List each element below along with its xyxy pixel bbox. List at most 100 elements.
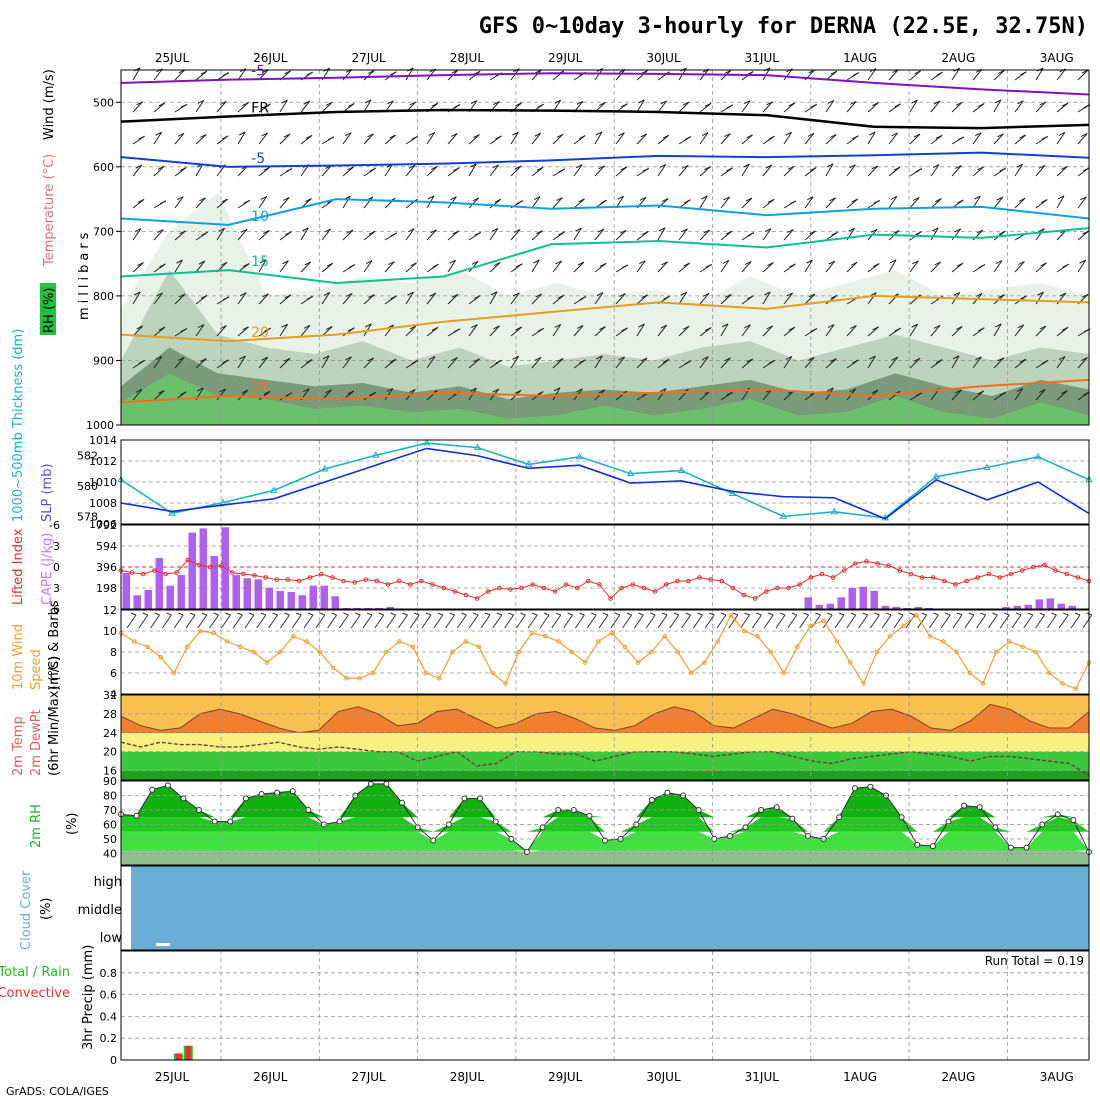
wind-barb [573,164,583,177]
wind-barb [741,100,751,113]
wind-barb [699,390,711,401]
wind-barb-flag [936,71,943,76]
wind-barb-flag [222,135,229,140]
wind-barb [699,166,711,177]
isotherm-line [120,198,1090,226]
lifted-point [485,589,491,594]
wind-barb [552,324,562,337]
wind-barb [384,358,397,369]
cloud-units-label: (%) [39,898,54,921]
wind-barb [279,357,291,369]
wind10m-axis-label-3: (m/s) & Barbs [47,600,62,690]
lifted-point [140,571,146,577]
surface-wind-barb [692,614,703,629]
upper-air-panel: -5 FR -5 10 15 20 25 500 600 700 800 900 1000 RH (%… [40,64,1091,432]
rh-tick-label: 70 [103,804,117,817]
wind-barb [846,325,857,337]
wind-barb [153,356,163,369]
cape-bar [892,606,900,609]
wind-barb [174,259,183,273]
wind-barb [468,197,480,209]
cape-bar [166,585,174,609]
thickness-point [524,460,533,467]
wind-barb-flag [431,166,438,170]
wind-barb [993,99,1002,113]
wind-barb [426,390,438,401]
wind-barb-flag [913,357,921,362]
surface-wind-barb [161,614,172,629]
wind-barb-flag [1080,196,1087,201]
surface-wind-flag [709,612,715,616]
wind-barb [678,325,690,337]
date-label-bottom: 25JUL [155,1070,190,1084]
wind-barb-flag [305,134,313,139]
isotherm-line [120,72,1090,96]
wind-barb [615,356,626,369]
wind-barb [573,227,582,241]
wind-barb-flag [702,292,710,297]
surface-wind-flag [402,612,408,616]
wind-barb-flag [386,387,394,392]
wind-barb-flag [704,166,711,171]
surface-wind-flag [744,612,750,616]
surface-wind-barb [704,614,715,629]
wind-barb-flag [158,102,165,107]
wind-barb-flag [474,231,481,236]
wind-barb-flag [598,389,605,394]
wind-barb [825,163,834,177]
wind-barb-flag [493,101,500,106]
wind-barb-flag [137,262,144,267]
rh-point [289,788,296,795]
wind-speed-point [1020,644,1025,650]
wind-barb-flag [368,230,376,235]
surface-wind-barb [232,614,243,629]
wind-barb-flag [977,166,984,171]
lifted-point [630,582,636,587]
wind-barb-flag [512,131,519,136]
wind-barb-flag [1040,199,1048,204]
wind-barb-flag [427,195,435,200]
wind-barb [636,133,648,145]
wind-barb [762,228,772,241]
surface-wind-barb [716,614,727,629]
date-label-top: 27JUL [351,51,386,65]
wind-barb [1014,197,1026,209]
dewpt-axis-label: 2m DewPt [29,709,44,776]
surface-wind-barb [610,614,621,629]
surface-wind-flag [520,612,526,616]
wind-speed-point [622,644,628,650]
wind-barb-flag [763,291,771,296]
wind-speed-point [675,649,681,655]
wind-barb [888,259,897,273]
wind-barb-flag [136,101,143,106]
lifted-tick-label: -3 [49,540,60,553]
wind-barb-flag [346,229,354,234]
surface-wind-barb [315,614,326,629]
wind-barb-flag [618,356,625,361]
wind-barb-flag [912,260,919,265]
wind-barb-flag [554,99,561,104]
wind-barb-flag [220,261,228,266]
rh-tick-label: 50 [103,833,117,846]
wind-barb-flag [452,230,459,235]
footer-credit: GrADS: COLA/IGES [6,1085,109,1098]
lifted-point [541,585,547,591]
wind-speed-point [569,649,575,655]
wind-barb [846,261,858,273]
surface-wind-flag [437,612,443,616]
rh-point [539,824,546,831]
rh-point [773,804,780,811]
thickness-point [932,472,941,480]
thickness-point [1034,452,1042,460]
wind-barb-flag [557,358,564,362]
wind-barb-flag [705,263,712,268]
wind-barb-flag [830,70,838,75]
wind-barb-flag [200,294,208,299]
wind-barb-flag [575,227,582,232]
wind-barb-flag [764,228,772,232]
wind-barb-flag [495,359,502,364]
lifted-point [196,562,202,568]
wind-barb [195,324,205,337]
surface-wind-flag [378,612,384,616]
wind-barb-flag [200,134,207,138]
